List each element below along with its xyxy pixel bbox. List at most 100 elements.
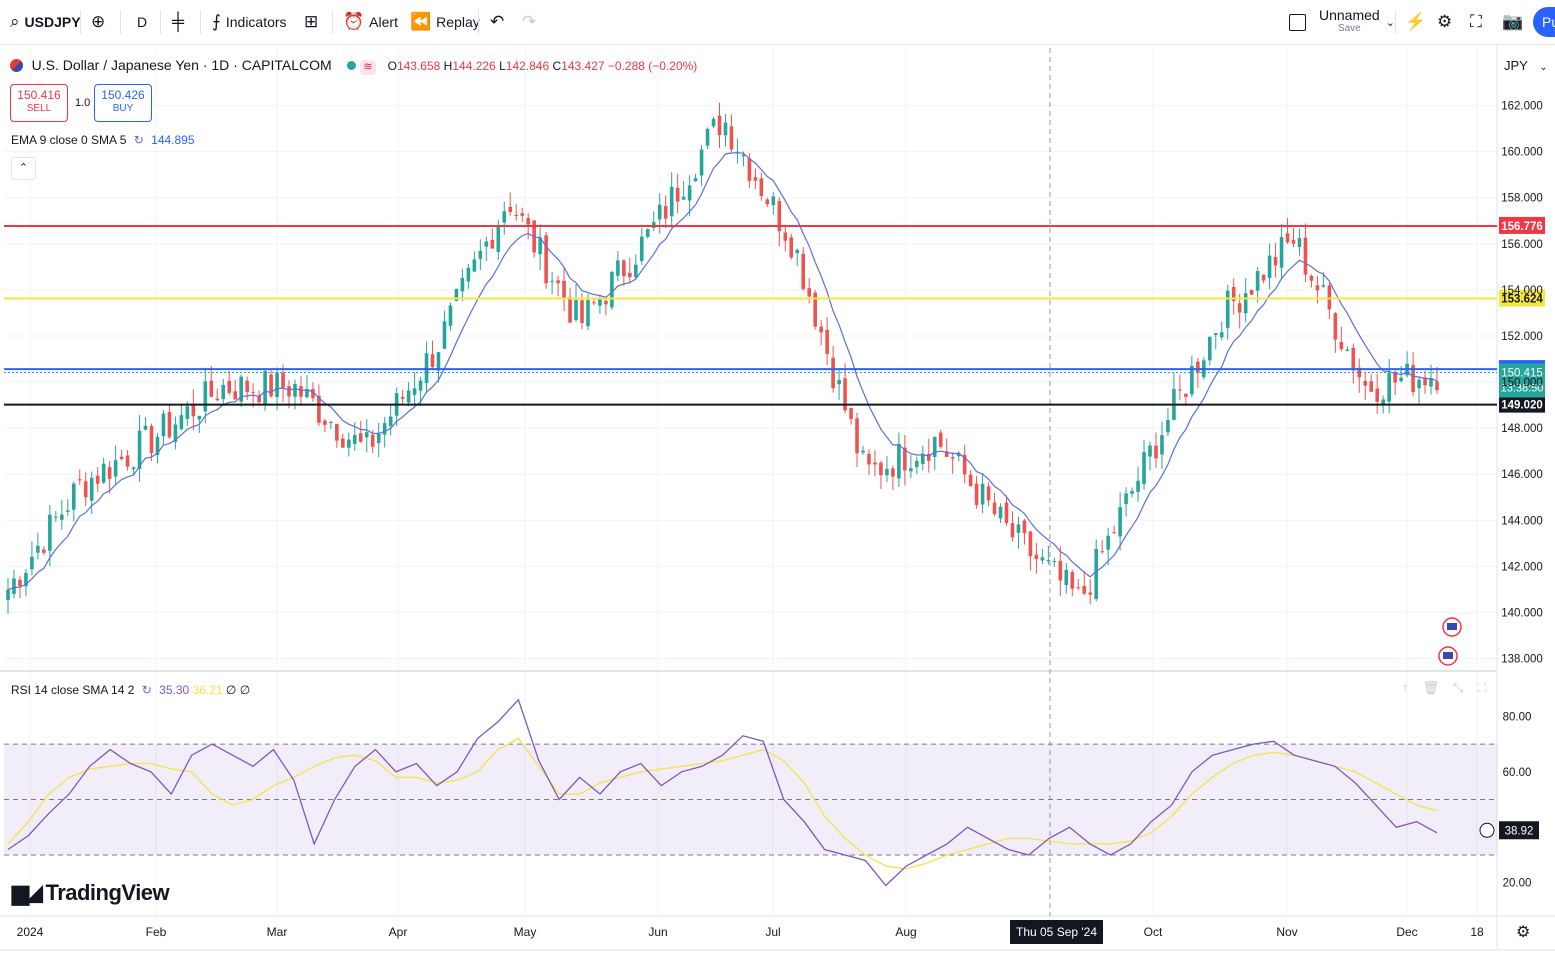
candle-body xyxy=(472,259,477,272)
collapse-icon[interactable]: ⤡ xyxy=(1453,680,1478,695)
data-problem-icon[interactable]: ≋ xyxy=(359,60,376,75)
candle-body xyxy=(1381,399,1385,406)
candle-body xyxy=(448,305,453,326)
grid-icon: ⊞ xyxy=(304,12,319,31)
templates-button[interactable]: ⊞ xyxy=(304,0,323,44)
snapshot-button[interactable]: 📷 xyxy=(1502,0,1528,44)
ema-legend[interactable]: EMA 9 close 0 SMA 5 ↻ 144.895 xyxy=(11,133,195,147)
gear-icon: ⚙ xyxy=(1516,924,1531,941)
event-flag-icon xyxy=(1447,623,1457,630)
candle-body xyxy=(275,372,279,398)
price-tick: 154.000 xyxy=(1501,285,1543,297)
buy-button[interactable]: 150.426 BUY xyxy=(94,84,152,122)
currency-selector[interactable]: JPY ⌄ xyxy=(1499,54,1549,78)
rsi-value: 35.30 xyxy=(159,683,190,697)
brand-label: TradingView xyxy=(45,880,170,905)
fullscreen-button[interactable]: ⛶ xyxy=(1470,0,1487,44)
candle-body xyxy=(807,288,811,297)
candle-body xyxy=(329,421,333,423)
candle-body xyxy=(592,302,596,304)
sell-price: 150.416 xyxy=(17,88,61,102)
axis-settings-button[interactable]: ⚙ xyxy=(1516,922,1530,942)
candle-body xyxy=(550,280,554,282)
alert-button[interactable]: ⏰ Alert xyxy=(343,0,398,44)
undo-button[interactable]: ↶ xyxy=(490,0,509,44)
candle-body xyxy=(568,297,572,323)
settings-button[interactable]: ⚙ xyxy=(1437,0,1457,44)
candle-body xyxy=(1010,523,1015,538)
candle-body xyxy=(645,229,650,237)
candle-body xyxy=(879,462,883,476)
indicators-button[interactable]: ⨍ Indicators xyxy=(212,0,287,44)
price-tick: 150.000 xyxy=(1501,377,1543,389)
candle-body xyxy=(1237,303,1242,313)
move-up-icon[interactable]: ↑ xyxy=(1402,680,1423,695)
rsi-last-bg xyxy=(1499,821,1539,840)
candle-body xyxy=(574,300,578,320)
chart-canvas[interactable]: 156.776153.624150.562149.020150.41513:38… xyxy=(0,44,1555,955)
ohlc-open: 143.658 xyxy=(396,59,441,73)
quick-search-button[interactable]: ⚡ xyxy=(1405,0,1431,44)
price-label-bg-153.624 xyxy=(1499,289,1545,307)
candle-body xyxy=(639,236,644,261)
candle-body xyxy=(1094,549,1098,599)
price-tick: 162.000 xyxy=(1501,101,1543,113)
compare-button[interactable]: ⊕ xyxy=(91,0,110,44)
candle-body xyxy=(956,452,961,457)
sell-button[interactable]: 150.416 SELL xyxy=(10,84,68,122)
maximize-icon[interactable]: ⛶ xyxy=(1477,680,1501,695)
last-price-value: 150.415 xyxy=(1501,367,1543,379)
candle-body xyxy=(789,237,794,258)
candle-body xyxy=(233,391,238,400)
candle-body xyxy=(1154,445,1158,459)
candle-body xyxy=(257,395,261,403)
replay-label: Replay xyxy=(436,14,480,30)
candle-body xyxy=(191,404,196,417)
candle-body xyxy=(370,434,375,447)
layout-menu[interactable]: Unnamed Save ⌄ xyxy=(1289,0,1395,44)
candle-body xyxy=(1375,388,1380,402)
candle-body xyxy=(508,206,513,212)
redo-button[interactable]: ↷ xyxy=(522,0,541,44)
ohlc-l-label: L xyxy=(499,59,506,73)
candle-body xyxy=(1046,559,1051,561)
candle-body xyxy=(1291,240,1296,244)
candle-body xyxy=(1022,520,1027,534)
trash-icon[interactable]: 🗑 xyxy=(1422,680,1454,695)
candle-body xyxy=(1219,332,1224,338)
candle-body xyxy=(962,454,967,475)
symbol-title: U.S. Dollar / Japanese Yen · 1D · CAPITA… xyxy=(31,57,332,73)
candle-body xyxy=(1142,452,1146,485)
candle-body xyxy=(980,483,985,505)
candle-body xyxy=(663,206,668,219)
replay-button[interactable]: ⏪ Replay xyxy=(410,0,480,44)
candle-body xyxy=(1309,275,1314,281)
candle-body xyxy=(556,280,560,284)
time-tick: Oct xyxy=(1144,925,1163,939)
candle-body xyxy=(173,424,178,442)
price-tick: 152.000 xyxy=(1501,331,1543,343)
candle-body xyxy=(490,239,495,249)
price-tick: 142.000 xyxy=(1501,561,1543,573)
collapse-legend-button[interactable]: ⌃ xyxy=(11,157,36,180)
candle-body xyxy=(783,232,788,241)
candle-body xyxy=(998,506,1003,519)
price-label-149.020: 149.020 xyxy=(1501,400,1543,412)
candle-body xyxy=(795,249,800,254)
price-label-153.624: 153.624 xyxy=(1501,294,1543,306)
interval-button[interactable]: D xyxy=(137,0,147,44)
divider xyxy=(478,10,479,34)
candle-body xyxy=(1357,367,1362,378)
candle-body xyxy=(765,199,770,205)
candle-body xyxy=(861,450,865,453)
candle-body xyxy=(107,467,112,479)
candle-body xyxy=(1297,238,1302,247)
candle-body xyxy=(1429,378,1433,387)
symbol-search[interactable]: ⌕ USDJPY xyxy=(10,0,81,44)
candle-body xyxy=(1064,569,1069,585)
rsi-legend[interactable]: RSI 14 close SMA 14 2 ↻ 35.30 36.21 ∅ ∅ xyxy=(11,683,250,697)
publish-button[interactable]: Pu xyxy=(1533,7,1555,37)
candle-body xyxy=(77,479,82,481)
candle-body xyxy=(48,514,52,551)
chart-type-button[interactable]: ╪ xyxy=(172,0,189,44)
